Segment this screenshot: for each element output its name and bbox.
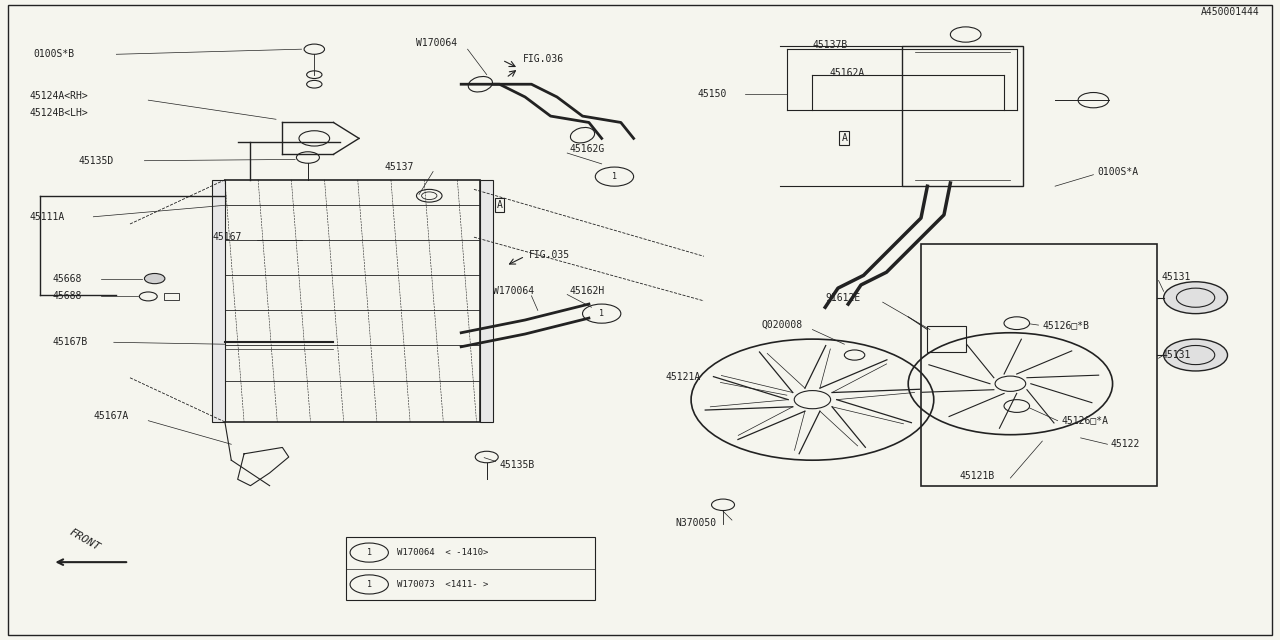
Bar bbox=[346, 537, 595, 600]
Text: 45137: 45137 bbox=[384, 162, 413, 172]
Text: N370050: N370050 bbox=[676, 518, 717, 527]
Text: 45162H: 45162H bbox=[570, 286, 605, 296]
Text: FIG.036: FIG.036 bbox=[522, 54, 563, 64]
Text: 45162G: 45162G bbox=[570, 144, 605, 154]
Text: 1: 1 bbox=[367, 580, 371, 589]
Text: 45162A: 45162A bbox=[829, 68, 864, 78]
Text: FIG.035: FIG.035 bbox=[529, 250, 570, 260]
Text: 45150: 45150 bbox=[698, 89, 727, 99]
Circle shape bbox=[1164, 339, 1228, 371]
Bar bbox=[902, 46, 1023, 186]
Text: W170064: W170064 bbox=[493, 286, 534, 296]
Circle shape bbox=[145, 273, 165, 284]
Text: 1: 1 bbox=[599, 309, 604, 318]
Text: 0100S*A: 0100S*A bbox=[1097, 167, 1138, 177]
Text: A: A bbox=[841, 133, 847, 143]
Text: 45167A: 45167A bbox=[93, 411, 128, 420]
Text: W170064  < -1410>: W170064 < -1410> bbox=[397, 548, 489, 557]
Text: 45137B: 45137B bbox=[813, 40, 847, 50]
Circle shape bbox=[1164, 282, 1228, 314]
Text: 45131: 45131 bbox=[1161, 271, 1190, 282]
Text: 0100S*B: 0100S*B bbox=[33, 49, 74, 60]
Text: 45131: 45131 bbox=[1161, 350, 1190, 360]
Bar bbox=[225, 180, 480, 422]
Text: W170073  <1411- >: W170073 <1411- > bbox=[397, 580, 489, 589]
Text: FRONT: FRONT bbox=[68, 527, 101, 552]
Bar bbox=[928, 326, 965, 352]
Text: 45121B: 45121B bbox=[959, 471, 995, 481]
Text: 45668: 45668 bbox=[52, 273, 82, 284]
Text: 45122: 45122 bbox=[1110, 439, 1139, 449]
Bar bbox=[922, 244, 1157, 486]
Text: A450001444: A450001444 bbox=[1201, 7, 1260, 17]
Text: 45121A: 45121A bbox=[666, 372, 700, 382]
Text: W170064: W170064 bbox=[416, 38, 458, 48]
Text: 45135B: 45135B bbox=[499, 460, 535, 470]
Bar bbox=[212, 180, 225, 422]
Text: 45167: 45167 bbox=[212, 232, 242, 242]
Text: 1: 1 bbox=[612, 172, 617, 181]
Text: 91612E: 91612E bbox=[826, 292, 860, 303]
Text: 45135D: 45135D bbox=[78, 156, 113, 166]
Text: 1: 1 bbox=[367, 548, 371, 557]
Text: Q020008: Q020008 bbox=[762, 320, 803, 330]
Text: 45167B: 45167B bbox=[52, 337, 88, 348]
Text: A: A bbox=[497, 200, 503, 211]
Text: 45126□*B: 45126□*B bbox=[1042, 320, 1089, 330]
Bar bbox=[480, 180, 493, 422]
Text: 45124B<LH>: 45124B<LH> bbox=[29, 108, 88, 118]
Text: 45688: 45688 bbox=[52, 291, 82, 301]
Text: 45124A<RH>: 45124A<RH> bbox=[29, 91, 88, 100]
Text: 45111A: 45111A bbox=[29, 212, 65, 222]
Bar bbox=[164, 293, 179, 300]
Text: 45126□*A: 45126□*A bbox=[1061, 416, 1108, 426]
